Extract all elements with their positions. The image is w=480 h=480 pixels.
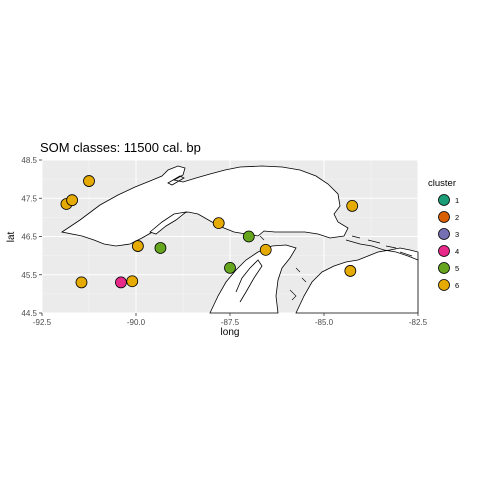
x-axis: -92.5 -90.0 -87.5 -85.0 -82.5 (33, 313, 428, 327)
basemap (60, 165, 419, 314)
straits-and-islands (345, 235, 419, 261)
legend-label: 1 (455, 196, 459, 205)
legend-label: 2 (455, 213, 459, 222)
x-tick-label: -85.0 (315, 318, 334, 327)
point-cluster-6 (346, 199, 359, 212)
y-axis-title: lat (6, 231, 17, 242)
legend-key-6 (438, 279, 450, 291)
point-cluster-6 (344, 265, 357, 277)
y-tick-label: 47.5 (21, 194, 37, 203)
legend-label: 3 (455, 230, 459, 239)
x-axis-title: long (221, 327, 240, 338)
legend-key-1 (438, 194, 450, 206)
legend-label: 5 (455, 264, 459, 273)
point-cluster-5 (242, 230, 255, 243)
y-tick-label: 46.5 (21, 233, 37, 242)
inland-lakes (259, 235, 307, 301)
lake-huron-shoreline (295, 247, 419, 314)
plot-panel (41, 159, 419, 314)
x-tick-label: -82.5 (409, 318, 428, 327)
keweenaw-peninsula (149, 211, 188, 235)
legend-key-3 (438, 228, 450, 240)
legend-title: cluster (428, 178, 456, 189)
green-bay (235, 259, 263, 303)
legend-label: 6 (455, 281, 459, 290)
point-cluster-6 (75, 276, 88, 289)
point-cluster-6 (131, 240, 144, 252)
legend-key-4 (438, 245, 450, 257)
isle-royale (167, 175, 185, 186)
y-tick-label: 48.5 (21, 156, 37, 165)
legend-label: 4 (455, 247, 459, 256)
y-axis: 44.5 45.5 46.5 47.5 48.5 (21, 156, 42, 318)
point-cluster-5 (224, 261, 236, 274)
x-tick-label: -87.5 (221, 318, 240, 327)
point-cluster-6 (126, 275, 139, 288)
point-cluster-6 (259, 243, 272, 256)
data-points (60, 175, 359, 289)
point-cluster-6 (66, 194, 78, 207)
point-cluster-6 (212, 217, 225, 230)
x-tick-label: -92.5 (33, 318, 52, 327)
legend-key-2 (438, 211, 450, 223)
chart-title: SOM classes: 11500 cal. bp (40, 140, 201, 155)
y-tick-label: 44.5 (21, 309, 37, 318)
legend-key-5 (438, 262, 450, 274)
point-cluster-6 (83, 175, 95, 187)
point-cluster-5 (154, 242, 167, 254)
x-tick-label: -90.0 (127, 318, 146, 327)
legend: cluster 1 2 3 4 5 6 (428, 178, 459, 291)
point-cluster-4 (115, 276, 127, 289)
y-tick-label: 45.5 (21, 271, 37, 280)
